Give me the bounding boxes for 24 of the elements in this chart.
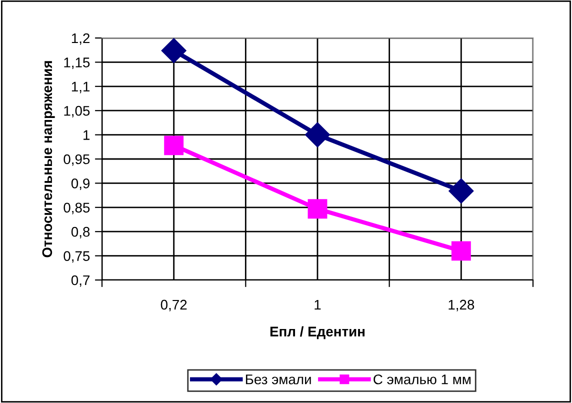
legend-label: С эмалью 1 мм bbox=[374, 374, 471, 384]
legend-label: Без эмали bbox=[246, 374, 311, 384]
y-axis-title: Относительные напряжения bbox=[42, 61, 55, 258]
y-tick-label: 0,9 bbox=[71, 178, 90, 190]
x-tick-label: 0,72 bbox=[160, 300, 187, 312]
y-tick-label: 0,75 bbox=[64, 251, 90, 263]
y-tick-label: 1,15 bbox=[64, 58, 90, 70]
y-tick-label: 0,85 bbox=[64, 202, 90, 214]
y-tick-label: 0,7 bbox=[71, 275, 90, 287]
point bbox=[161, 38, 186, 64]
y-tick-label: 1,2 bbox=[72, 33, 90, 45]
y-tick-label: 0,8 bbox=[71, 226, 90, 238]
y-tick-label: 1,05 bbox=[64, 106, 90, 118]
y-tick-label: 1 bbox=[84, 130, 90, 140]
point bbox=[451, 241, 471, 261]
point bbox=[305, 122, 330, 148]
point bbox=[164, 136, 184, 156]
y-tick-label: 0,95 bbox=[64, 154, 90, 166]
x-tick-label: 1 bbox=[314, 300, 321, 310]
y-tick-label: 1,1 bbox=[72, 82, 90, 94]
x-axis-title: Епл / Едентин bbox=[270, 326, 365, 340]
point bbox=[448, 178, 474, 204]
x-tick-label: 1,28 bbox=[448, 300, 474, 312]
point bbox=[308, 199, 328, 219]
